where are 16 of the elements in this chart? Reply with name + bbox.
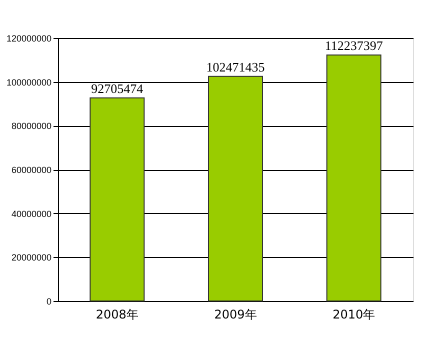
y-tick-label: 0 <box>46 296 52 306</box>
y-tick-label: 60000000 <box>11 165 52 175</box>
bar <box>208 76 263 302</box>
y-tick-label: 20000000 <box>11 252 52 263</box>
y-tick-label: 40000000 <box>11 208 52 219</box>
data-label: 102471435 <box>206 59 265 74</box>
y-tick-label: 80000000 <box>11 121 52 132</box>
y-tick-label: 120000000 <box>6 34 52 44</box>
x-tick-label: 2008年 <box>96 308 138 322</box>
x-tick-label: 2009年 <box>214 308 257 322</box>
data-label: 92705474 <box>91 80 144 96</box>
bar <box>326 54 382 302</box>
x-tick-label: 2010年 <box>332 308 376 322</box>
y-tick-label: 100000000 <box>6 77 52 88</box>
data-label: 112237397 <box>324 38 384 54</box>
bar <box>90 97 145 302</box>
